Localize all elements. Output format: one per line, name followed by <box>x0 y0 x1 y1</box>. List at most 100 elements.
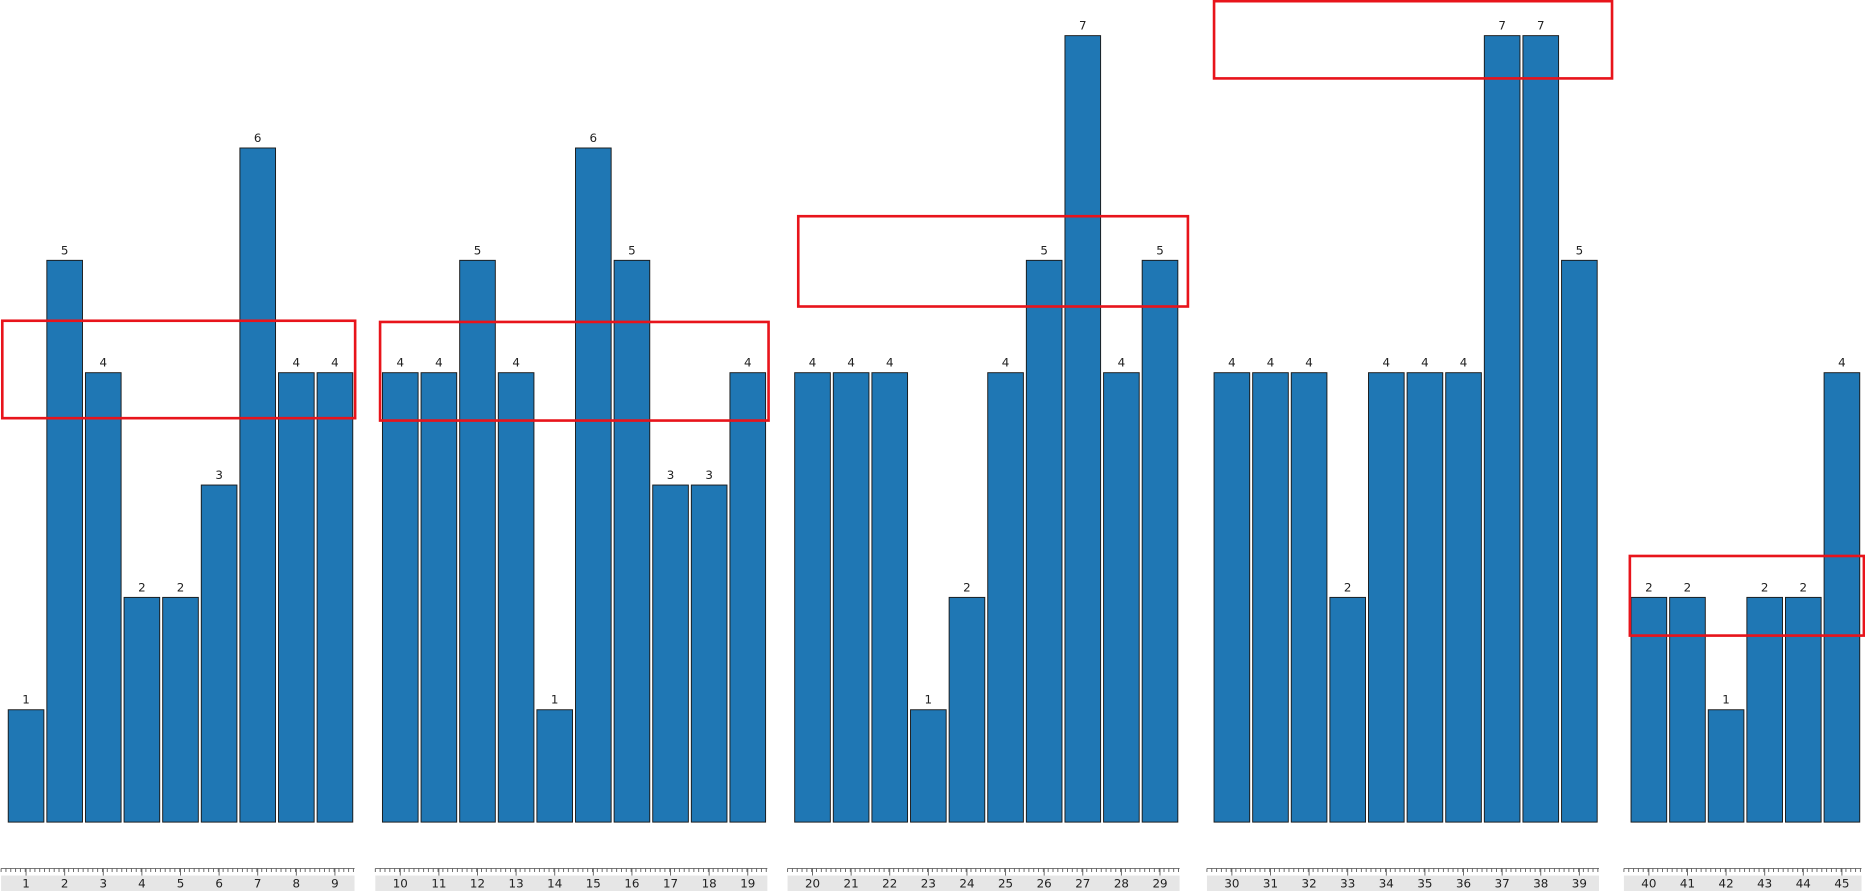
x-tick-label: 10 <box>393 876 408 890</box>
value-label: 1 <box>925 693 933 707</box>
value-label: 2 <box>1344 580 1352 594</box>
bar <box>1213 372 1251 823</box>
value-label: 5 <box>474 243 482 257</box>
x-tick-label: 27 <box>1075 876 1090 890</box>
x-tick-label: 21 <box>844 876 859 890</box>
bar <box>1141 259 1179 823</box>
bars-layer: 1152432425366748494104115124131146155163… <box>0 19 1862 891</box>
x-tick-label: 22 <box>882 876 897 890</box>
highlight-box <box>796 214 1190 308</box>
bar <box>84 372 122 823</box>
x-tick-label: 3 <box>100 876 108 890</box>
x-tick-label: 26 <box>1037 876 1052 890</box>
bar <box>1785 596 1822 823</box>
axis-strip <box>1623 875 1862 891</box>
bar <box>1064 35 1102 823</box>
x-tick-label: 6 <box>215 876 223 890</box>
value-label: 5 <box>628 243 636 257</box>
axis-strip <box>787 875 1180 891</box>
highlight-boxes <box>0 0 1865 637</box>
value-label: 4 <box>293 356 301 370</box>
bar <box>239 147 277 823</box>
bar <box>690 484 728 823</box>
x-tick-label: 30 <box>1224 876 1239 890</box>
value-label: 7 <box>1079 19 1087 33</box>
value-label: 5 <box>61 243 69 257</box>
bar <box>1561 259 1598 823</box>
value-label: 6 <box>590 131 598 145</box>
bar <box>200 484 238 823</box>
value-label: 2 <box>177 580 185 594</box>
bar <box>1823 372 1861 823</box>
value-label: 4 <box>1002 356 1010 370</box>
x-tick-label: 40 <box>1641 876 1656 890</box>
x-tick-label: 25 <box>998 876 1013 890</box>
value-label: 7 <box>1498 19 1506 33</box>
value-label: 4 <box>1228 356 1236 370</box>
value-label: 3 <box>215 468 223 482</box>
x-tick-label: 28 <box>1114 876 1129 890</box>
bar <box>1103 372 1140 823</box>
value-label: 2 <box>1800 580 1808 594</box>
bar <box>575 147 612 823</box>
bar <box>1746 596 1783 823</box>
x-tick-label: 7 <box>254 876 262 890</box>
x-tick-label: 43 <box>1757 876 1772 890</box>
bar <box>987 372 1024 823</box>
highlight-box <box>1212 0 1614 80</box>
x-tick-label: 29 <box>1152 876 1167 890</box>
x-tick-label: 32 <box>1302 876 1317 890</box>
x-tick-label: 16 <box>624 876 639 890</box>
value-label: 7 <box>1537 19 1545 33</box>
value-label: 4 <box>744 356 752 370</box>
x-tick-label: 5 <box>177 876 185 890</box>
x-tick-label: 17 <box>663 876 678 890</box>
bar <box>948 596 986 823</box>
bar <box>420 372 458 823</box>
x-tick-label: 31 <box>1263 876 1278 890</box>
value-label: 4 <box>809 356 817 370</box>
x-tick-label: 18 <box>702 876 717 890</box>
value-label: 4 <box>886 356 894 370</box>
bar <box>1707 709 1745 823</box>
x-tick-label: 9 <box>331 876 339 890</box>
value-label: 4 <box>1383 356 1391 370</box>
bar <box>1522 35 1560 823</box>
bar <box>162 596 199 823</box>
value-label: 4 <box>1460 356 1468 370</box>
value-label: 5 <box>1040 243 1048 257</box>
highlight-box <box>1628 554 1865 637</box>
bar <box>381 372 419 823</box>
value-label: 4 <box>847 356 855 370</box>
value-label: 6 <box>254 131 262 145</box>
bar <box>871 372 909 823</box>
x-tick-label: 33 <box>1340 876 1355 890</box>
x-tick-label: 23 <box>921 876 936 890</box>
x-tick-label: 15 <box>586 876 601 890</box>
x-tick-label: 19 <box>740 876 755 890</box>
value-label: 2 <box>1645 580 1653 594</box>
value-label: 5 <box>1576 243 1584 257</box>
value-label: 2 <box>1761 580 1769 594</box>
bar <box>1025 259 1063 823</box>
bar <box>7 709 45 823</box>
x-tick-label: 34 <box>1379 876 1394 890</box>
value-label: 4 <box>1421 356 1429 370</box>
axis-strip <box>1206 875 1599 891</box>
value-label: 4 <box>1305 356 1313 370</box>
x-tick-label: 37 <box>1495 876 1510 890</box>
bar <box>1406 372 1444 823</box>
bar <box>832 372 870 823</box>
x-tick-label: 4 <box>138 876 146 890</box>
x-tick-label: 24 <box>959 876 974 890</box>
x-tick-label: 42 <box>1719 876 1734 890</box>
value-label: 1 <box>1722 693 1730 707</box>
value-label: 2 <box>1684 580 1692 594</box>
bar <box>536 709 574 823</box>
x-tick-label: 2 <box>61 876 69 890</box>
x-tick-label: 8 <box>293 876 301 890</box>
bar <box>729 372 767 823</box>
bar <box>1290 372 1328 823</box>
bar <box>278 372 315 823</box>
